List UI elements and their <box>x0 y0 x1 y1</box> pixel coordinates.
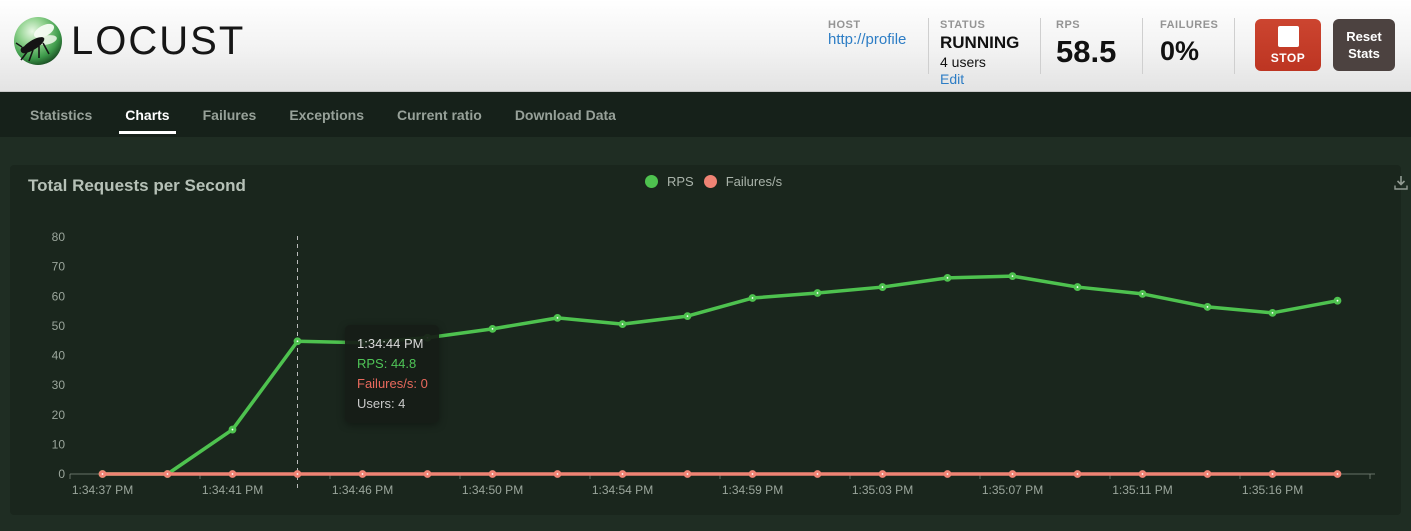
legend-item-rps[interactable]: RPS <box>645 174 694 189</box>
svg-text:1:35:03 PM: 1:35:03 PM <box>852 483 913 497</box>
chart-tooltip: 1:34:44 PM RPS: 44.8 Failures/s: 0 Users… <box>345 325 439 423</box>
svg-text:1:35:16 PM: 1:35:16 PM <box>1242 483 1303 497</box>
tab-failures[interactable]: Failures <box>202 106 257 123</box>
failures-value: 0% <box>1160 36 1200 66</box>
locust-logo: LOCUST <box>13 16 245 66</box>
failures-label: FAILURES <box>1160 19 1219 31</box>
legend-item-failures[interactable]: Failures/s <box>703 174 783 189</box>
stop-icon <box>1277 25 1299 47</box>
rps-legend-label: RPS <box>667 174 694 189</box>
svg-text:10: 10 <box>52 437 66 451</box>
rps-legend-dot <box>645 175 658 188</box>
svg-text:30: 30 <box>52 378 66 392</box>
header-divider <box>928 18 929 74</box>
chart-title: Total Requests per Second <box>28 176 246 195</box>
chart-legend: RPS Failures/s <box>645 174 782 189</box>
stop-button-label: STOP <box>1270 50 1306 65</box>
failures-legend-dot <box>703 175 717 188</box>
failures-legend-label: Failures/s <box>725 174 783 189</box>
tab-statistics[interactable]: Statistics <box>30 106 93 123</box>
rps-chart-canvas[interactable]: 0 10 20 30 40 50 60 70 80 1:34:37 PM 1:34:41 PM 1:3… <box>10 165 1401 515</box>
tooltip-time: 1:34:44 PM <box>357 336 424 351</box>
tab-current-ratio[interactable]: Current ratio <box>397 106 482 123</box>
locust-logo-icon <box>14 17 62 65</box>
tooltip-rps: RPS: 44.8 <box>357 356 417 371</box>
status-user-count: 4 users <box>940 54 986 70</box>
tab-charts[interactable]: Charts <box>113 92 181 137</box>
status-value: RUNNING <box>940 33 1020 52</box>
svg-text:20: 20 <box>52 408 66 422</box>
download-chart-icon[interactable] <box>1392 174 1410 192</box>
stop-button[interactable]: STOP <box>1255 19 1321 71</box>
charts-page: Total Requests per Second RPS Failures/s… <box>0 137 1411 531</box>
header-divider <box>1142 18 1143 74</box>
tab-exceptions[interactable]: Exceptions <box>289 106 365 123</box>
svg-text:1:35:11 PM: 1:35:11 PM <box>1112 483 1172 497</box>
svg-text:1:35:07 PM: 1:35:07 PM <box>982 483 1043 497</box>
host-url-link[interactable]: http://profile <box>828 31 907 48</box>
reset-stats-line2: Stats <box>1348 46 1380 61</box>
tooltip-failures: Failures/s: 0 <box>357 376 428 391</box>
top-header: LOCUST HOST http://profile STATUS RUNNIN… <box>0 0 1411 92</box>
svg-text:1:34:41 PM: 1:34:41 PM <box>202 483 263 497</box>
rps-value: 58.5 <box>1056 34 1117 69</box>
svg-text:40: 40 <box>52 349 66 363</box>
svg-text:70: 70 <box>52 260 66 274</box>
svg-text:1:34:37 PM: 1:34:37 PM <box>72 483 133 497</box>
logo-text: LOCUST <box>71 18 246 63</box>
edit-users-link[interactable]: Edit <box>940 71 965 87</box>
svg-text:1:34:59 PM: 1:34:59 PM <box>722 483 783 497</box>
rps-chart-panel: Total Requests per Second RPS Failures/s… <box>10 165 1408 515</box>
host-label: HOST <box>828 19 861 31</box>
status-label: STATUS <box>940 19 986 31</box>
svg-text:60: 60 <box>52 289 66 303</box>
main-nav: Statistics Charts Failures Exceptions Cu… <box>0 92 1411 137</box>
tooltip-users: Users: 4 <box>357 396 406 411</box>
svg-text:1:34:54 PM: 1:34:54 PM <box>592 483 653 497</box>
svg-text:1:34:50 PM: 1:34:50 PM <box>462 483 523 497</box>
header-divider <box>1234 18 1235 74</box>
reset-stats-line1: Reset <box>1346 29 1382 44</box>
svg-text:50: 50 <box>52 319 66 333</box>
tab-download-data[interactable]: Download Data <box>514 106 616 123</box>
svg-text:80: 80 <box>52 230 66 244</box>
svg-text:0: 0 <box>58 467 65 481</box>
header-divider <box>1040 18 1041 74</box>
reset-stats-button[interactable]: Reset Stats <box>1333 19 1395 71</box>
rps-label: RPS <box>1056 19 1081 31</box>
svg-text:1:34:46 PM: 1:34:46 PM <box>332 483 393 497</box>
